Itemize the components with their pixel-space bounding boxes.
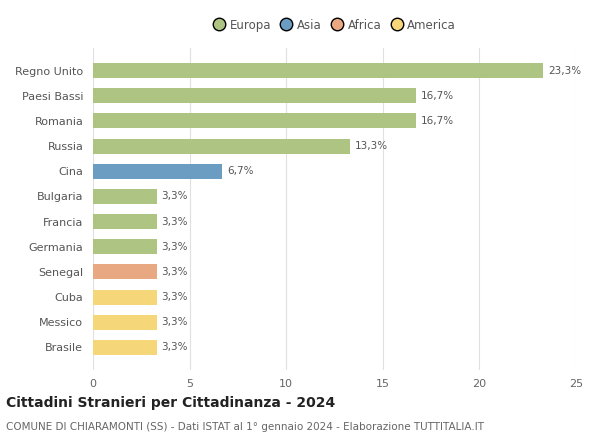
Text: 3,3%: 3,3% xyxy=(161,242,188,252)
Bar xyxy=(93,164,223,179)
Text: 13,3%: 13,3% xyxy=(355,141,388,151)
Bar xyxy=(93,264,157,279)
Bar xyxy=(93,239,157,254)
Text: 16,7%: 16,7% xyxy=(421,91,454,101)
Bar xyxy=(93,63,543,78)
Text: 3,3%: 3,3% xyxy=(161,317,188,327)
Bar xyxy=(93,315,157,330)
Bar xyxy=(93,214,157,229)
Text: 3,3%: 3,3% xyxy=(161,292,188,302)
Text: 23,3%: 23,3% xyxy=(548,66,581,76)
Bar xyxy=(93,290,157,304)
Bar xyxy=(93,189,157,204)
Bar xyxy=(93,340,157,355)
Text: Cittadini Stranieri per Cittadinanza - 2024: Cittadini Stranieri per Cittadinanza - 2… xyxy=(6,396,335,410)
Text: 6,7%: 6,7% xyxy=(227,166,254,176)
Text: 16,7%: 16,7% xyxy=(421,116,454,126)
Text: 3,3%: 3,3% xyxy=(161,216,188,227)
Legend: Europa, Asia, Africa, America: Europa, Asia, Africa, America xyxy=(213,19,456,32)
Bar xyxy=(93,88,416,103)
Bar xyxy=(93,114,416,128)
Text: 3,3%: 3,3% xyxy=(161,267,188,277)
Bar xyxy=(93,139,350,154)
Text: COMUNE DI CHIARAMONTI (SS) - Dati ISTAT al 1° gennaio 2024 - Elaborazione TUTTIT: COMUNE DI CHIARAMONTI (SS) - Dati ISTAT … xyxy=(6,422,484,433)
Text: 3,3%: 3,3% xyxy=(161,191,188,202)
Text: 3,3%: 3,3% xyxy=(161,342,188,352)
